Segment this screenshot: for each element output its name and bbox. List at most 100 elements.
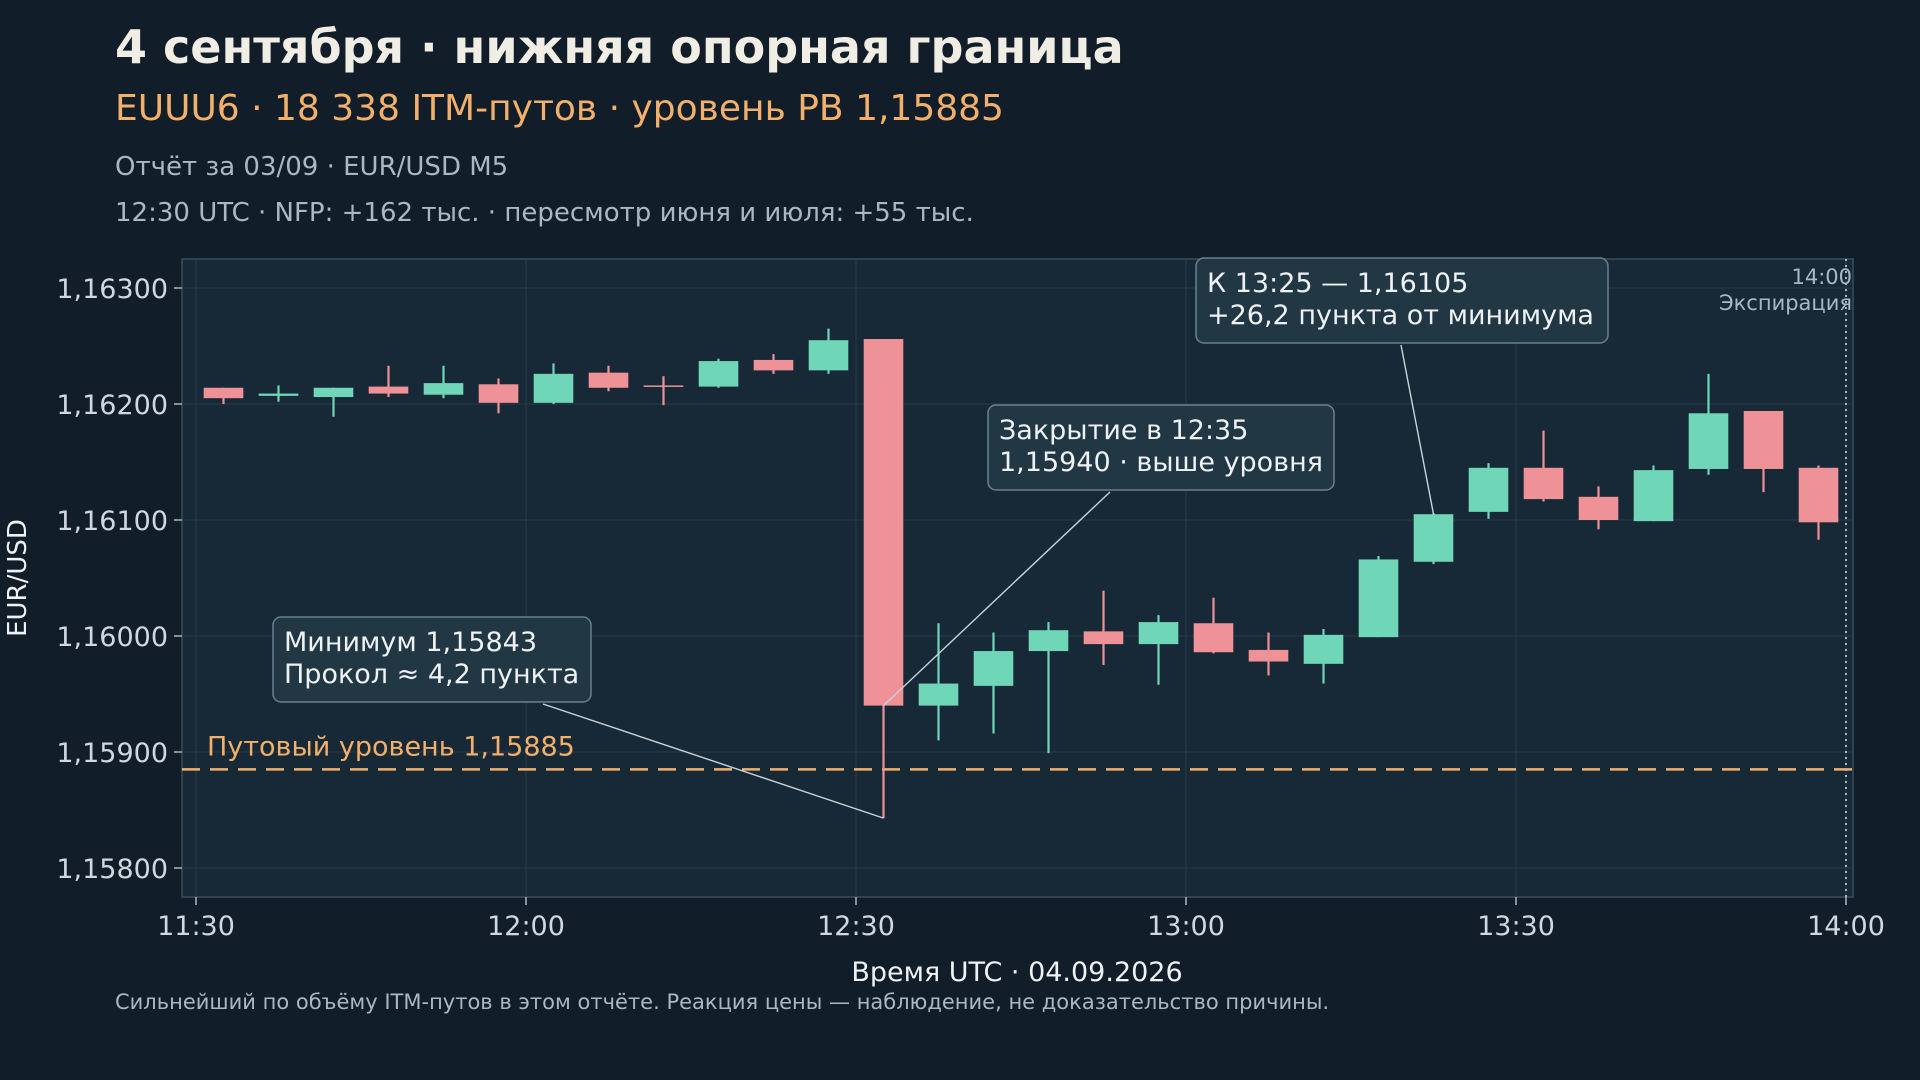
candle [1303, 629, 1344, 684]
candle [973, 632, 1014, 734]
annotation-box [987, 404, 1335, 491]
candle-body [1358, 559, 1399, 638]
annotation-text: Минимум 1,15843 [284, 627, 537, 658]
candle [808, 328, 849, 374]
x-tick-label: 12:30 [817, 911, 895, 942]
candle-body [533, 373, 574, 403]
candle [533, 363, 574, 404]
candle [203, 387, 244, 404]
candle [1028, 622, 1069, 754]
annotation-box [272, 616, 592, 703]
annotation-text: Прокол ≈ 4,2 пункта [284, 659, 579, 690]
candles [203, 328, 1839, 819]
event-info: 12:30 UTC · NFP: +162 тыс. · пересмотр и… [115, 198, 974, 228]
y-tick-label: 1,16200 [56, 390, 168, 421]
plot-area [181, 258, 1854, 898]
candle-body [1028, 630, 1069, 652]
grid [182, 259, 1853, 897]
annotation-connector [542, 703, 884, 819]
candle-body [973, 651, 1014, 686]
candle-body [1083, 631, 1124, 645]
candle [918, 623, 959, 741]
x-tick-label: 14:00 [1807, 911, 1885, 942]
candle [1138, 615, 1179, 685]
y-tick-label: 1,15800 [56, 854, 168, 885]
candle-body [203, 387, 244, 399]
candle-body [1248, 649, 1289, 662]
candle-body [1578, 496, 1619, 520]
candle [368, 365, 409, 398]
x-tick-label: 13:00 [1147, 911, 1225, 942]
candle-body [808, 340, 849, 371]
candle [1083, 590, 1124, 665]
candle-body [1633, 470, 1674, 522]
y-tick-label: 1,15900 [56, 738, 168, 769]
candle-body [313, 387, 354, 398]
candle [1413, 513, 1454, 565]
y-tick-label: 1,16100 [56, 506, 168, 537]
y-tick-label: 1,16300 [56, 274, 168, 305]
candle-body [918, 683, 959, 706]
annotation: Закрытие в 12:351,15940 · выше уровня [883, 404, 1335, 707]
candle-body [423, 383, 464, 395]
candle [1688, 373, 1729, 475]
chart-title: 4 сентября · нижняя опорная граница [115, 20, 1124, 74]
put-level-label: Путовый уровень 1,15885 [207, 731, 575, 762]
candle [258, 385, 299, 402]
annotation-connector [1400, 344, 1435, 515]
candle-body [368, 386, 409, 394]
candle [1743, 410, 1784, 493]
candle [1468, 463, 1509, 519]
axis-ticks: 1,15800 1,15900 1,16000 1,16100 1,16200 1,163… [56, 274, 1885, 942]
candle [1633, 465, 1674, 522]
candle-body [643, 385, 684, 387]
x-tick-label: 13:30 [1477, 911, 1555, 942]
candle-body [1413, 514, 1454, 562]
candle-body [258, 393, 299, 396]
candle-body [1138, 622, 1179, 645]
candle-body [1743, 410, 1784, 469]
annotation-text: К 13:25 — 1,16105 [1207, 268, 1468, 299]
candle [1523, 430, 1564, 502]
x-tick-label: 12:00 [487, 911, 565, 942]
candle-body [1688, 413, 1729, 469]
candle-body [1193, 623, 1234, 653]
candle-body [863, 339, 904, 706]
annotation-text: Закрытие в 12:35 [999, 415, 1248, 446]
candle [423, 365, 464, 399]
candle [1578, 486, 1619, 530]
candle [1798, 465, 1839, 540]
annotation: К 13:25 — 1,16105+26,2 пункта от минимум… [1195, 257, 1609, 515]
candle [588, 365, 629, 392]
candle [1248, 632, 1289, 676]
y-axis-label: EUR/USD [3, 519, 33, 637]
candle [698, 358, 739, 388]
annotation-text: +26,2 пункта от минимума [1207, 300, 1594, 331]
annotation-box [1195, 257, 1609, 344]
candle-body [1468, 467, 1509, 512]
candle-body [1303, 634, 1344, 664]
candle-body [1523, 467, 1564, 500]
y-tick-label: 1,16000 [56, 622, 168, 653]
annotation-text: 1,15940 · выше уровня [999, 447, 1323, 478]
candle [478, 378, 519, 414]
expiration-label: Экспирация [1719, 291, 1852, 315]
chart-subtitle: EUUU6 · 18 338 ITM-путов · уровень PB 1,… [115, 88, 1004, 129]
x-tick-label: 11:30 [157, 911, 235, 942]
candle [863, 339, 904, 819]
x-axis-label: Время UTC · 04.09.2026 [851, 957, 1182, 988]
candle-body [1798, 467, 1839, 523]
footnote: Сильнейший по объёму ITM-путов в этом от… [115, 990, 1330, 1014]
candle [753, 354, 794, 374]
candle-body [478, 384, 519, 403]
candle [1193, 597, 1234, 654]
candle-body [753, 359, 794, 371]
expiration-time-label: 14:00 [1791, 265, 1852, 289]
candle [313, 387, 354, 417]
candle-body [588, 372, 629, 388]
report-info: Отчёт за 03/09 · EUR/USD M5 [115, 152, 509, 182]
